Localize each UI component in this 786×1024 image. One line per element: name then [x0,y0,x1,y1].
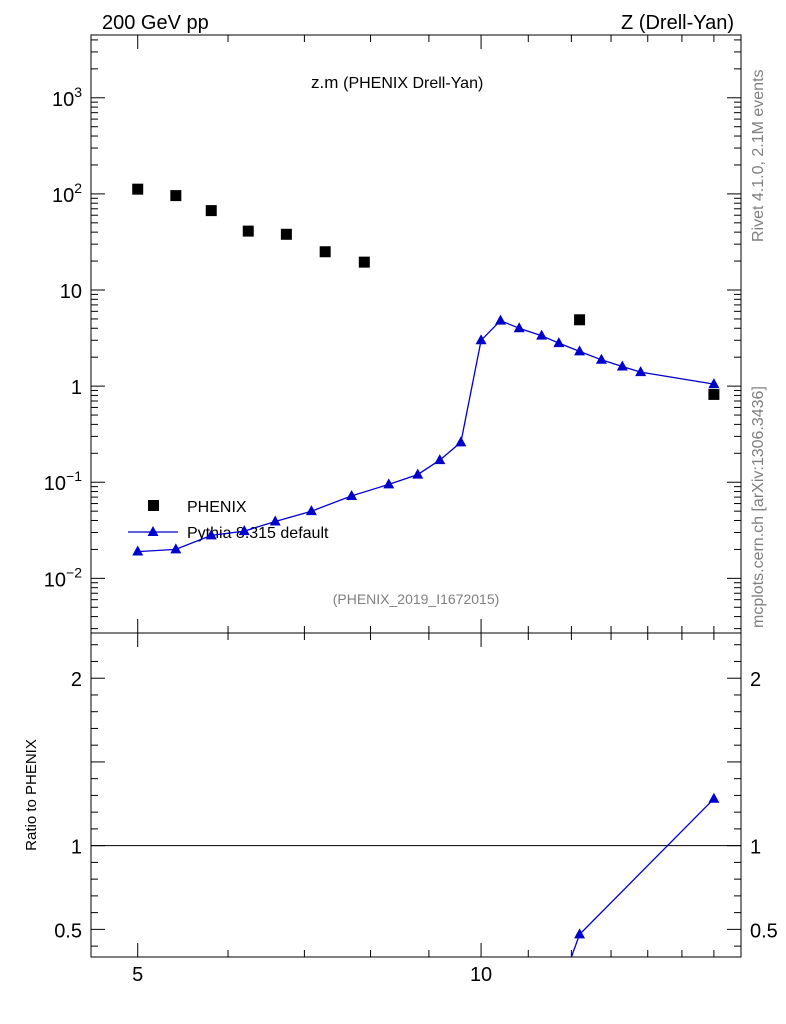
pythia-point [708,378,720,389]
legend-label-phenix: PHENIX [187,499,247,516]
x-tick-label: 10 [470,964,492,986]
phenix-point [358,256,370,268]
ratio-pythia-point [574,928,586,939]
legend-marker-phenix [148,500,159,511]
header-right: Z (Drell-Yan) [621,12,734,34]
ratio-plot-frame [90,632,742,958]
pythia-point [553,337,565,348]
main-y-tick-label: 10 [60,281,82,303]
phenix-point [280,228,292,240]
pythia-point [495,314,507,325]
pythia-point [412,468,424,479]
ratio-y-tick-label-left: 2 [71,669,82,691]
ratio-series-marks [570,792,720,958]
legend-label-pythia: Pythia 8.315 default [187,525,329,542]
main-plot-frame [90,34,742,634]
pythia-point [269,515,281,526]
ratio-pythia-line [570,798,715,958]
phenix-point [319,246,331,258]
ratio-y-tick-label-left: 0.5 [54,920,82,942]
pythia-point [616,360,628,371]
rivet-version-text: Rivet 4.1.0, 2.1M events [750,69,767,242]
pythia-point [455,436,467,447]
pythia-series-line [137,319,715,553]
pythia-point [434,454,446,465]
pythia-point [238,525,250,536]
main-y-tick-label: 103 [52,84,82,111]
ratio-y-tick-label-left: 1 [71,837,82,859]
ratio-y-tick-label-right: 0.5 [750,920,778,942]
main-y-tick-label: 102 [52,180,82,207]
pythia-point [595,353,607,364]
main-series-marks [132,183,720,556]
x-tick-label: 5 [132,964,143,986]
pythia-point [536,329,548,340]
phenix-point [574,314,586,326]
pythia-point [205,529,217,540]
title-analysis: (PHENIX Drell-Yan) [343,75,483,92]
main-y-tick-label: 10−1 [44,468,82,495]
phenix-point [242,225,254,237]
ratio-y-tick-label-right: 1 [750,837,761,859]
main-y-tick-label: 10−2 [44,564,82,591]
phenix-point [708,388,720,400]
legend-marker-pythia [147,526,159,536]
phenix-point [132,183,144,195]
ratio-ylabel: Ratio to PHENIX [23,739,40,851]
pythia-point [132,545,144,556]
phenix-point [170,190,182,202]
ratio-axis-ticks: 0.5 0.5 1 1 2 2 5 10 [54,633,778,986]
pythia-point [513,322,525,333]
title-variable: z.m [311,73,338,92]
analysis-id-label: (PHENIX_2019_I1672015) [333,591,500,607]
pythia-point [574,345,586,356]
pythia-point [170,543,182,554]
ratio-pythia-point [708,792,720,803]
main-y-tick-label: 1 [71,377,82,399]
pythia-point [475,334,487,345]
pythia-point [383,478,395,489]
main-plot-title: z.m (PHENIX Drell-Yan) [311,73,483,92]
pythia-point [346,489,358,500]
mcplots-credit-text: mcplots.cern.ch [arXiv:1306.3436] [750,386,767,628]
pythia-point [305,505,317,516]
main-axis-ticks: 10−2 10−1 1 10 102 103 [44,35,741,633]
phenix-point [205,205,217,217]
pythia-point [635,366,647,377]
ratio-y-tick-label-right: 2 [750,669,761,691]
header-left: 200 GeV pp [102,12,209,34]
